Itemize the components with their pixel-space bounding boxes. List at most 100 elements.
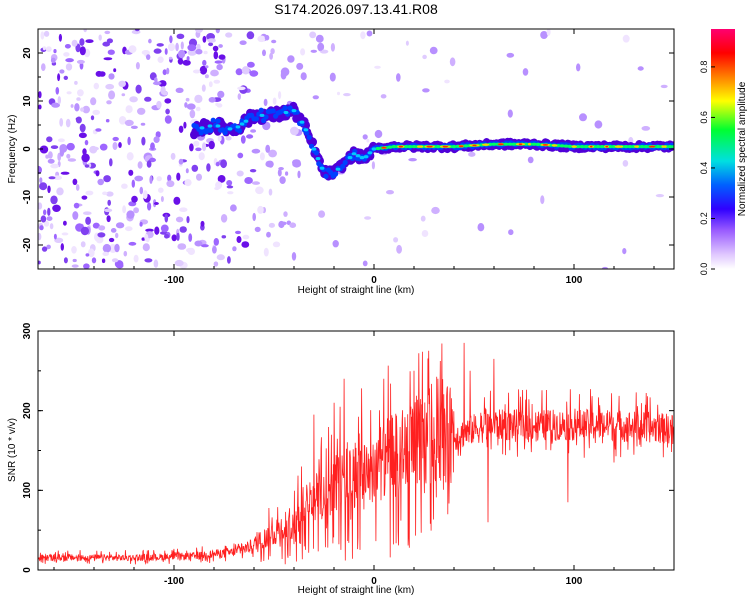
noise-blob: [46, 136, 53, 143]
noise-blob: [135, 84, 142, 94]
noise-blob: [71, 264, 79, 268]
ridge-core: [319, 166, 325, 170]
noise-blob: [146, 160, 152, 168]
ridge-peak: [571, 145, 577, 148]
noise-blob: [244, 177, 253, 184]
noise-blob: [40, 215, 47, 223]
spectrogram-xtick-label: -100: [164, 275, 184, 286]
noise-blob: [396, 73, 401, 82]
noise-blob: [75, 184, 80, 191]
ridge-peak-max: [648, 145, 656, 148]
snr-panel: -100 0 100 0 100 200 300 Height of straight li…: [7, 322, 675, 596]
noise-blob: [226, 180, 233, 186]
noise-blob: [168, 56, 173, 60]
noise-blob: [279, 176, 286, 185]
noise-blob: [252, 181, 260, 185]
noise-blob: [213, 79, 221, 84]
noise-blob: [50, 163, 59, 169]
noise-blob: [431, 206, 440, 215]
noise-blob: [156, 176, 162, 182]
ridge-mid: [208, 127, 214, 133]
noise-blob: [215, 161, 220, 167]
noise-blob: [59, 69, 65, 74]
snr-xtick-label: 100: [566, 576, 583, 587]
noise-blob: [98, 225, 106, 231]
ridge-core: [351, 152, 357, 156]
noise-blob: [292, 160, 302, 168]
noise-blob: [195, 106, 201, 112]
noise-blob: [166, 180, 175, 188]
noise-blob: [121, 93, 126, 97]
noise-blob: [92, 109, 100, 115]
snr-axes: -100 0 100 0 100 200 300: [22, 322, 674, 587]
noise-blob: [71, 39, 78, 47]
noise-blob: [104, 208, 113, 213]
noise-blob: [51, 102, 60, 108]
noise-blob: [199, 65, 208, 75]
snr-ytick-label: 300: [22, 322, 33, 339]
noise-blob: [156, 100, 162, 109]
ridge-core: [607, 145, 613, 149]
ridge-core: [315, 157, 321, 161]
ridge-core: [655, 145, 661, 149]
noise-blob: [202, 142, 207, 152]
noise-blob: [380, 94, 387, 99]
noise-blob: [210, 69, 219, 77]
noise-blob: [144, 258, 153, 263]
noise-blob: [75, 116, 82, 124]
noise-blob: [242, 234, 250, 240]
noise-blob: [194, 240, 203, 247]
noise-blob: [147, 202, 152, 211]
noise-blob: [57, 96, 61, 105]
noise-blob: [208, 81, 213, 88]
ridge-peak-max: [398, 145, 403, 148]
noise-blob: [105, 83, 115, 90]
noise-blob: [184, 179, 192, 187]
noise-blob: [156, 43, 164, 47]
noise-blob: [217, 175, 226, 183]
noise-blob: [201, 244, 209, 248]
noise-blob: [76, 59, 85, 64]
noise-blob: [249, 70, 259, 77]
spectrogram-xlabel: Height of straight line (km): [298, 285, 415, 296]
noise-blob: [225, 32, 233, 38]
noise-blob: [271, 39, 277, 44]
noise-blob: [157, 56, 164, 63]
noise-blob: [247, 61, 255, 68]
noise-blob: [215, 29, 220, 34]
noise-blob: [641, 125, 651, 131]
noise-blob: [141, 136, 146, 146]
noise-blob: [422, 54, 427, 60]
noise-blob: [235, 230, 241, 235]
noise-blob: [171, 234, 177, 242]
noise-blob: [135, 61, 140, 70]
noise-blob: [79, 46, 86, 56]
noise-blob: [72, 258, 77, 263]
noise-blob: [386, 190, 394, 195]
noise-blob: [85, 216, 91, 225]
noise-blob: [148, 38, 152, 44]
noise-blob: [285, 171, 289, 176]
ridge-mid: [282, 105, 288, 111]
noise-blob: [332, 240, 339, 248]
noise-blob: [103, 57, 113, 61]
ridge-core: [451, 145, 457, 149]
ridge-core: [575, 145, 581, 149]
noise-blob: [319, 49, 329, 54]
noise-blob: [153, 259, 159, 268]
noise-blob: [39, 177, 43, 184]
ridge-core: [311, 147, 317, 151]
noise-blob: [90, 115, 95, 121]
spectrogram-heatmap: [38, 29, 674, 269]
ridge-mid: [323, 173, 329, 179]
noise-blob: [189, 143, 194, 152]
noise-blob: [204, 74, 209, 79]
noise-blob: [122, 205, 126, 214]
noise-blob: [85, 253, 90, 257]
noise-blob: [152, 81, 162, 86]
colorbar-tick-label: 0.8: [699, 61, 709, 74]
noise-blob: [227, 191, 234, 195]
noise-blob: [59, 118, 64, 127]
ridge-core: [639, 145, 645, 149]
ridge-peak: [614, 145, 624, 148]
